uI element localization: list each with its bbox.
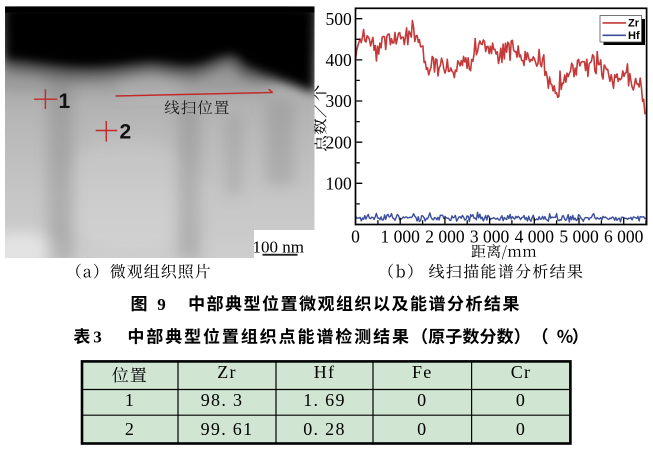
svg-text:1 000: 1 000 [381,227,421,247]
svg-text:Cr: Cr [511,362,532,382]
svg-text:4 000: 4 000 [515,227,555,247]
svg-text:6 000: 6 000 [604,227,644,247]
svg-text:1: 1 [125,390,135,410]
svg-text:300: 300 [326,91,353,111]
svg-text:5 000: 5 000 [559,227,599,247]
svg-text:Hf: Hf [314,362,336,382]
svg-text:3 000: 3 000 [470,227,510,247]
svg-text:99. 61: 99. 61 [201,419,254,439]
svg-text:0: 0 [351,227,360,247]
svg-text:200: 200 [326,132,353,152]
svg-text:500: 500 [326,9,353,29]
svg-text:3: 3 [93,328,102,347]
svg-text:400: 400 [326,50,353,70]
svg-text:0: 0 [417,390,427,410]
svg-text:0: 0 [516,390,526,410]
svg-text:2: 2 [125,419,135,439]
svg-text:0: 0 [417,419,427,439]
svg-text:Zr: Zr [217,362,237,382]
svg-text:Zr: Zr [628,18,640,30]
svg-text:1: 1 [59,90,71,113]
svg-text:Hf: Hf [628,30,640,42]
svg-text:1. 69: 1. 69 [303,390,346,410]
svg-text:98. 3: 98. 3 [201,390,244,410]
svg-text:2: 2 [120,121,132,144]
svg-text:100 nm: 100 nm [253,237,304,256]
svg-text:2 000: 2 000 [425,227,465,247]
svg-text:0: 0 [516,419,526,439]
svg-text:9: 9 [157,295,166,314]
svg-text:0. 28: 0. 28 [303,419,346,439]
svg-text:100: 100 [326,173,353,193]
svg-text:Fe: Fe [412,362,433,382]
